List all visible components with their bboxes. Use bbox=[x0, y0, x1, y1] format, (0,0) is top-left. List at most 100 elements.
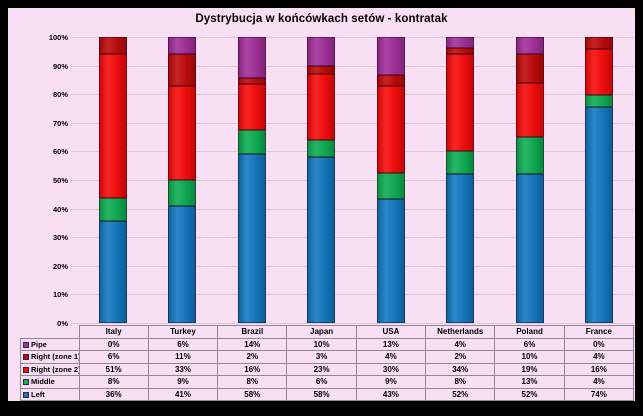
value-cell-right-zone-1-turkey: 11% bbox=[147, 350, 219, 364]
table-row: Right (zone 2) 51% 33% 16% 23% 30% 34% 19% 16% bbox=[20, 362, 635, 376]
bar-segment-pipe-turkey bbox=[168, 37, 197, 55]
legend-key-middle: Middle bbox=[20, 375, 80, 389]
value-cell-pipe-usa: 13% bbox=[355, 337, 427, 351]
legend-swatch-pipe bbox=[23, 341, 29, 348]
bar-brazil bbox=[237, 37, 266, 323]
bar-segment-middle-italy bbox=[98, 198, 127, 222]
y-axis-tick-label: 70% bbox=[52, 118, 68, 128]
column-header-usa: USA bbox=[355, 325, 427, 339]
legend-key-pipe: Pipe bbox=[20, 337, 80, 351]
gridline bbox=[71, 323, 634, 324]
bar-segment-middle-france bbox=[585, 95, 614, 108]
value-cell-left-usa: 43% bbox=[355, 387, 427, 401]
legend-label-pipe: Pipe bbox=[31, 339, 47, 349]
column-header-italy: Italy bbox=[78, 325, 149, 339]
bar-segment-right-zone-1-poland bbox=[515, 54, 544, 83]
gridline bbox=[71, 180, 634, 181]
value-cell-middle-france: 4% bbox=[563, 375, 635, 389]
bar-segment-right-zone-1-brazil bbox=[237, 77, 266, 84]
value-cell-right-zone-2-netherlands: 34% bbox=[425, 362, 496, 376]
table-row: Right (zone 1) 6% 11% 2% 3% 4% 2% 10% 4% bbox=[20, 350, 635, 364]
value-cell-pipe-netherlands: 4% bbox=[425, 337, 496, 351]
value-cell-right-zone-1-poland: 10% bbox=[494, 350, 565, 364]
legend-key-left: Left bbox=[20, 387, 80, 401]
bar-segment-right-zone-2-netherlands bbox=[446, 54, 475, 152]
bar-italy bbox=[98, 37, 127, 323]
y-axis-tick-label: 20% bbox=[52, 261, 68, 271]
table-row: Left 36% 41% 58% 58% 43% 52% 52% 74% bbox=[20, 387, 635, 401]
value-cell-right-zone-1-france: 4% bbox=[563, 350, 635, 364]
value-cell-pipe-brazil: 14% bbox=[217, 337, 288, 351]
value-cell-right-zone-1-netherlands: 2% bbox=[425, 350, 496, 364]
y-axis-tick-label: 0% bbox=[57, 319, 68, 328]
gridline bbox=[71, 94, 634, 96]
value-cell-pipe-japan: 10% bbox=[286, 337, 357, 351]
y-axis-tick-label: 90% bbox=[52, 61, 68, 71]
y-axis-tick-label: 40% bbox=[52, 204, 68, 214]
value-cell-left-poland: 52% bbox=[494, 387, 565, 401]
bar-segment-left-usa bbox=[376, 198, 405, 323]
value-cell-left-brazil: 58% bbox=[217, 387, 288, 401]
bar-segment-right-zone-2-poland bbox=[515, 82, 544, 138]
table-row: Middle 8% 9% 8% 6% 9% 8% 13% 4% bbox=[20, 375, 635, 389]
column-header-japan: Japan bbox=[286, 325, 357, 339]
y-axis-tick-label: 60% bbox=[52, 147, 68, 157]
value-cell-right-zone-2-brazil: 16% bbox=[217, 362, 288, 376]
value-cell-right-zone-2-italy: 51% bbox=[78, 362, 149, 376]
chart-canvas: Dystrybucja w końcówkach setów - kontrat… bbox=[8, 8, 635, 401]
value-cell-right-zone-1-japan: 3% bbox=[286, 350, 357, 364]
y-axis-tick-label: 80% bbox=[52, 90, 68, 100]
table-row: Pipe 0% 6% 14% 10% 13% 4% 6% 0% bbox=[20, 337, 635, 351]
column-header-france: France bbox=[563, 325, 635, 339]
bar-segment-middle-turkey bbox=[168, 179, 197, 206]
legend-swatch-left bbox=[23, 391, 29, 398]
bar-segment-pipe-netherlands bbox=[446, 37, 475, 49]
bar-netherlands bbox=[446, 37, 475, 323]
legend-label-middle: Middle bbox=[31, 377, 55, 387]
legend-label-left: Left bbox=[31, 389, 45, 399]
bar-segment-right-zone-2-italy bbox=[98, 53, 127, 199]
gridline bbox=[71, 294, 634, 296]
gridline bbox=[71, 122, 634, 124]
bar-segment-right-zone-1-turkey bbox=[168, 54, 197, 86]
bar-segment-left-brazil bbox=[237, 153, 266, 323]
value-cell-left-netherlands: 52% bbox=[425, 387, 496, 401]
bar-segment-middle-poland bbox=[515, 137, 544, 175]
bar-segment-middle-brazil bbox=[237, 130, 266, 154]
gridline bbox=[71, 237, 634, 239]
value-cell-middle-turkey: 9% bbox=[147, 375, 219, 389]
gridline bbox=[71, 65, 634, 67]
column-header-poland: Poland bbox=[494, 325, 565, 339]
value-cell-pipe-turkey: 6% bbox=[147, 337, 219, 351]
bar-segment-right-zone-1-france bbox=[585, 37, 614, 49]
value-cell-right-zone-2-france: 16% bbox=[563, 362, 635, 376]
bar-segment-left-turkey bbox=[168, 205, 197, 323]
plot-area: 100% 90% 80% 70% 60% 50% 40% 30% 20% 10% 0% bbox=[49, 33, 634, 328]
bar-segment-right-zone-2-turkey bbox=[168, 85, 197, 180]
legend-label-right-zone-2: Right (zone 2) bbox=[31, 364, 79, 374]
y-axis-tick-label: 30% bbox=[52, 233, 68, 243]
value-cell-right-zone-1-brazil: 2% bbox=[217, 350, 288, 364]
bar-segment-right-zone-2-france bbox=[585, 48, 614, 96]
bar-usa bbox=[376, 37, 405, 323]
bar-segment-left-poland bbox=[515, 174, 544, 323]
value-cell-pipe-france: 0% bbox=[563, 337, 635, 351]
value-cell-left-italy: 36% bbox=[78, 387, 149, 401]
bar-segment-left-netherlands bbox=[446, 174, 475, 323]
bar-segment-middle-japan bbox=[307, 139, 336, 158]
value-cell-right-zone-2-japan: 23% bbox=[286, 362, 357, 376]
value-cell-middle-poland: 13% bbox=[494, 375, 565, 389]
chart-title: Dystrybucja w końcówkach setów - kontrat… bbox=[195, 13, 448, 25]
bar-segment-left-france bbox=[585, 107, 614, 323]
bar-turkey bbox=[168, 37, 197, 323]
y-axis-tick-label: 10% bbox=[52, 290, 68, 300]
y-axis-tick-label: 100% bbox=[48, 33, 68, 42]
legend-swatch-right-zone-2 bbox=[23, 366, 29, 373]
gridline bbox=[71, 151, 634, 153]
value-cell-middle-japan: 6% bbox=[286, 375, 357, 389]
bar-segment-left-italy bbox=[98, 221, 127, 323]
table-corner-cell bbox=[21, 326, 80, 339]
bar-segment-pipe-brazil bbox=[237, 37, 266, 78]
column-header-turkey: Turkey bbox=[147, 325, 219, 339]
